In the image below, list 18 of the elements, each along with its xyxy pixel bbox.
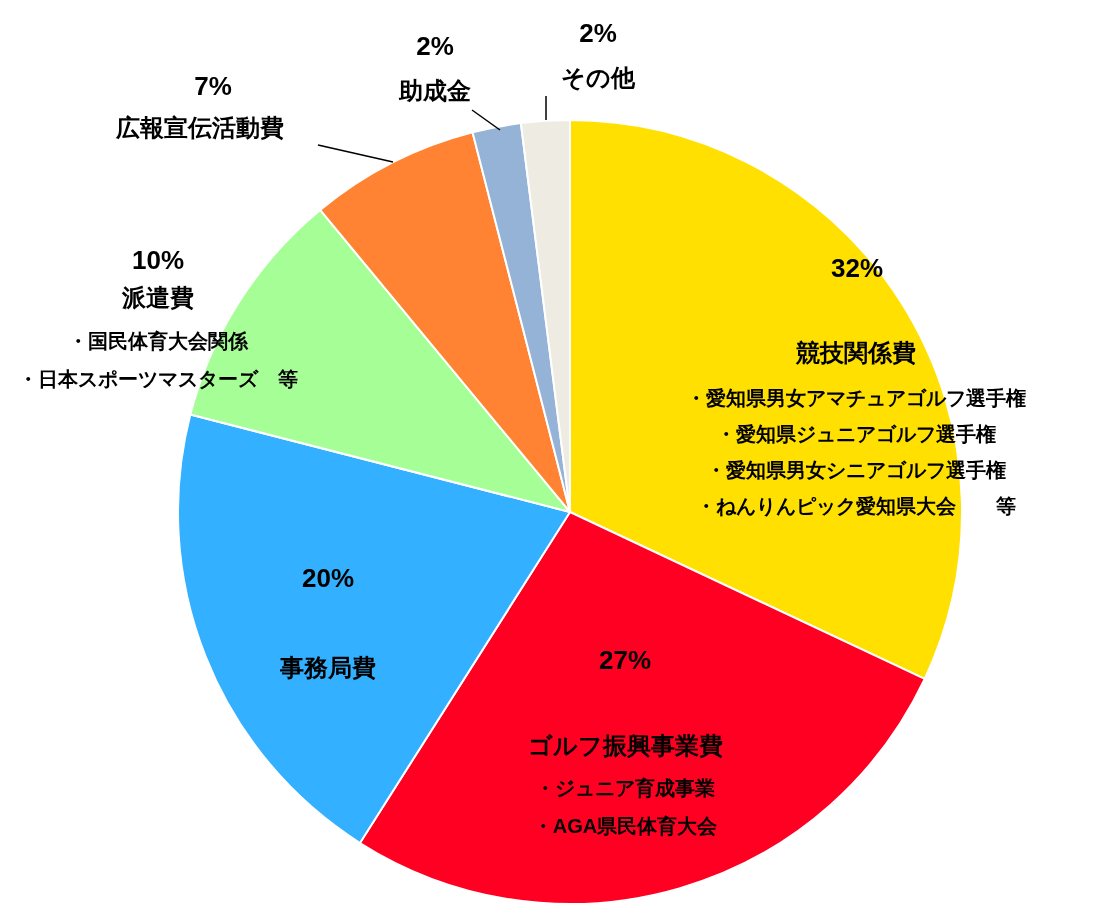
slice-label: 競技関係費	[795, 339, 916, 367]
slice-label: 事務局費	[279, 654, 376, 682]
text: ・日本スポーツマスターズ 等	[18, 368, 298, 391]
slice-label: 助成金	[398, 77, 471, 105]
data-label: 27%	[598, 644, 652, 675]
slice-label: 派遣費	[121, 284, 194, 312]
slice-label: 広報宣伝活動費	[115, 114, 284, 142]
text: ・ジュニア育成事業	[535, 777, 715, 800]
slice-label: その他	[561, 64, 636, 92]
slice-label: ゴルフ振興事業費	[527, 732, 723, 760]
text: ・国民体育大会関係	[68, 330, 248, 353]
data-label: 10%	[131, 244, 185, 275]
data-label: 2%	[416, 30, 454, 61]
data-label: 2%	[579, 17, 617, 48]
text: ・AGA県民体育大会	[532, 815, 718, 838]
data-label: 7%	[194, 70, 232, 101]
text: ・ねんりんピック愛知県大会 等	[696, 495, 1016, 518]
data-label: 20%	[301, 562, 355, 593]
